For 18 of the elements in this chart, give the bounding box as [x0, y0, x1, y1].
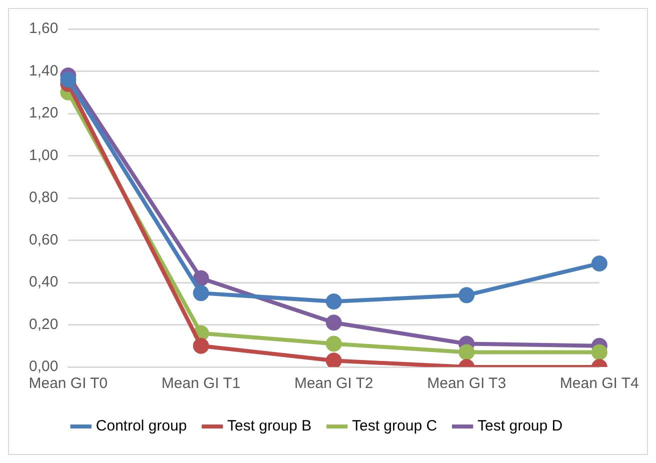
x-tick-label: Mean GI T0 [28, 375, 108, 392]
legend-label: Control group [96, 418, 187, 435]
legend-label: Test group C [352, 418, 438, 435]
y-tick-label: 1,40 [28, 62, 58, 80]
y-tick-label: 0,00 [28, 358, 58, 376]
y-tick-label: 0,80 [28, 189, 58, 206]
y-tick-label: 1,20 [28, 104, 58, 122]
y-tick-label: 1,60 [28, 20, 58, 38]
legend-label: Test group D [478, 418, 563, 435]
x-tick-label: Mean GI T4 [560, 375, 639, 392]
y-tick-label: 1,00 [28, 146, 58, 164]
y-tick-label: 0,60 [28, 231, 58, 248]
x-tick-label: Mean GI T2 [294, 375, 374, 392]
legend-label: Test group B [227, 418, 312, 435]
x-tick-label: Mean GI T1 [162, 375, 240, 392]
y-tick-label: 0,40 [28, 274, 58, 291]
y-tick-label: 0,20 [28, 316, 58, 333]
x-tick-label: Mean GI T3 [427, 375, 506, 392]
